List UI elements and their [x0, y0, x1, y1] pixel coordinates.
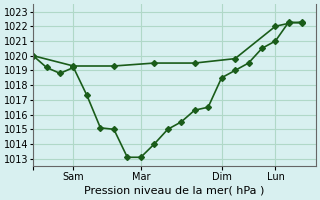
X-axis label: Pression niveau de la mer( hPa ): Pression niveau de la mer( hPa ): [84, 186, 265, 196]
